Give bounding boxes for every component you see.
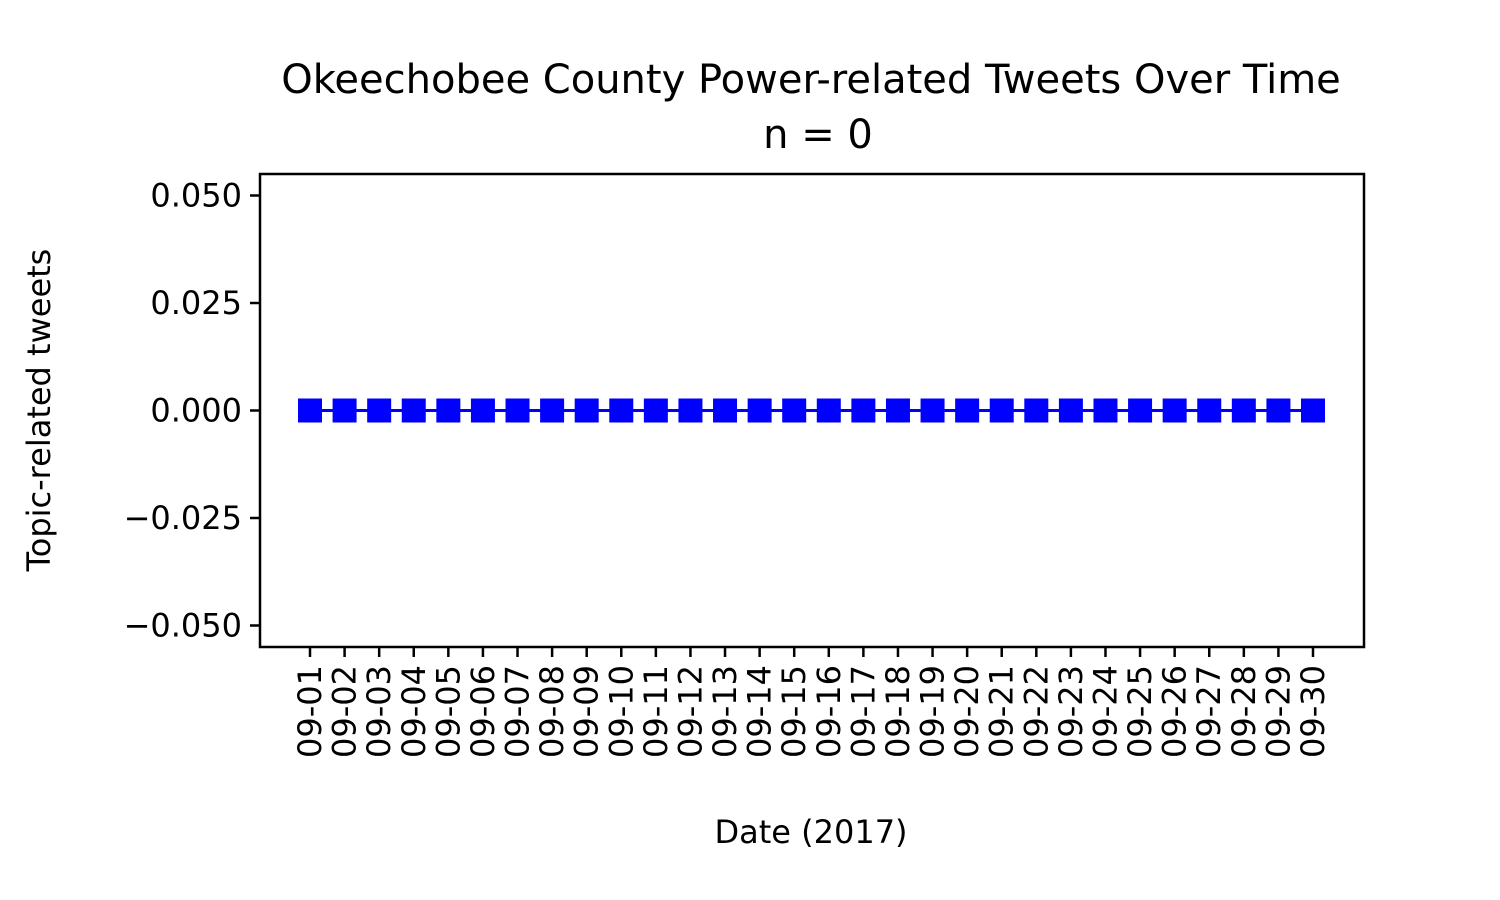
x-tick-label: 09-28 <box>1225 665 1263 758</box>
data-point-marker <box>401 398 426 423</box>
x-tick-label: 09-17 <box>844 665 882 758</box>
data-point-marker <box>367 398 392 423</box>
data-point-marker <box>470 398 495 423</box>
data-point-marker <box>747 398 772 423</box>
x-tick-label: 09-08 <box>533 665 571 758</box>
plot-frame <box>258 172 1366 649</box>
x-axis-ticks: 09-0109-0209-0309-0409-0509-0609-0709-08… <box>291 647 1332 758</box>
y-tick-label: 0.000 <box>150 392 242 430</box>
data-point-marker <box>678 398 703 423</box>
data-point-marker <box>885 398 910 423</box>
data-point-marker <box>1128 398 1153 423</box>
chart-title: Okeechobee County Power-related Tweets O… <box>281 57 1341 103</box>
data-point-marker <box>1231 398 1256 423</box>
data-point-marker <box>505 398 530 423</box>
x-tick-label: 09-24 <box>1086 665 1124 758</box>
x-axis-label: Date (2017) <box>714 813 907 851</box>
x-tick-label: 09-07 <box>499 665 537 758</box>
x-tick-label: 09-04 <box>395 665 433 758</box>
x-tick-label: 09-14 <box>741 665 779 758</box>
data-point-marker <box>713 398 738 423</box>
data-point-marker <box>332 398 357 423</box>
y-axis-label: Topic-related tweets <box>20 249 58 573</box>
x-tick-label: 09-19 <box>914 665 952 758</box>
x-tick-label: 09-05 <box>429 665 467 758</box>
x-tick-label: 09-02 <box>326 665 364 758</box>
x-tick-label: 09-12 <box>671 665 709 758</box>
x-tick-label: 09-23 <box>1052 665 1090 758</box>
data-point-marker <box>920 398 945 423</box>
data-point-marker <box>816 398 841 423</box>
data-point-marker <box>1058 398 1083 423</box>
data-point-marker <box>609 398 634 423</box>
x-tick-label: 09-13 <box>706 665 744 758</box>
x-tick-label: 09-10 <box>602 665 640 758</box>
x-tick-label: 09-09 <box>568 665 606 758</box>
data-point-marker <box>1301 398 1325 423</box>
x-tick-label: 09-21 <box>983 665 1021 758</box>
x-tick-label: 09-27 <box>1190 665 1228 758</box>
x-tick-label: 09-22 <box>1017 665 1055 758</box>
y-tick-label: −0.025 <box>124 499 242 537</box>
y-tick-label: −0.050 <box>124 607 242 645</box>
x-tick-label: 09-25 <box>1121 665 1159 758</box>
data-point-marker <box>989 398 1014 423</box>
y-axis-ticks: 0.050 0.025 0.000 −0.025 −0.050 <box>124 177 260 645</box>
data-point-marker <box>436 398 461 423</box>
data-point-marker <box>643 398 668 423</box>
data-point-marker <box>1024 398 1049 423</box>
series-layer <box>298 398 1325 423</box>
data-point-marker <box>1197 398 1222 423</box>
x-tick-label: 09-06 <box>464 665 502 758</box>
data-point-marker <box>851 398 876 423</box>
data-point-marker <box>1162 398 1187 423</box>
x-tick-label: 09-16 <box>810 665 848 758</box>
data-point-marker <box>955 398 980 423</box>
x-tick-label: 09-18 <box>879 665 917 758</box>
x-tick-label: 09-26 <box>1156 665 1194 758</box>
x-tick-label: 09-29 <box>1259 665 1297 758</box>
x-tick-label: 09-03 <box>360 665 398 758</box>
data-point-marker <box>574 398 599 423</box>
data-point-marker <box>1266 398 1291 423</box>
x-tick-label: 09-20 <box>948 665 986 758</box>
y-tick-label: 0.050 <box>150 177 242 215</box>
x-tick-label: 09-01 <box>291 665 329 758</box>
x-tick-label: 09-15 <box>775 665 813 758</box>
data-point-marker <box>298 398 322 423</box>
data-point-marker <box>1093 398 1118 423</box>
y-tick-label: 0.025 <box>150 284 242 322</box>
data-point-marker <box>540 398 565 423</box>
data-point-marker <box>782 398 807 423</box>
x-tick-label: 09-11 <box>637 665 675 758</box>
x-tick-label: 09-30 <box>1294 665 1332 758</box>
chart-subtitle: n = 0 <box>763 112 873 158</box>
